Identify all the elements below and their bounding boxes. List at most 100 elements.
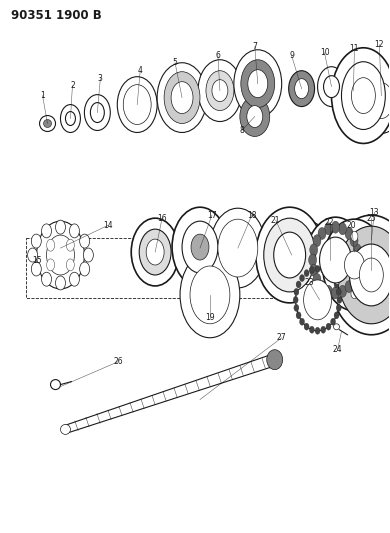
- Ellipse shape: [324, 285, 332, 297]
- Ellipse shape: [264, 218, 316, 292]
- Ellipse shape: [369, 83, 390, 118]
- Ellipse shape: [332, 48, 390, 143]
- Ellipse shape: [300, 274, 305, 281]
- Text: 90351 1900 B: 90351 1900 B: [11, 9, 101, 22]
- Ellipse shape: [321, 266, 326, 273]
- Text: 16: 16: [157, 214, 167, 223]
- Ellipse shape: [190, 266, 230, 324]
- Ellipse shape: [180, 252, 240, 338]
- Text: 6: 6: [216, 51, 220, 60]
- Ellipse shape: [334, 246, 340, 256]
- Ellipse shape: [304, 270, 309, 277]
- Ellipse shape: [296, 281, 301, 288]
- Ellipse shape: [267, 350, 283, 369]
- Ellipse shape: [334, 312, 339, 319]
- Ellipse shape: [31, 262, 41, 276]
- Ellipse shape: [296, 312, 301, 319]
- Ellipse shape: [360, 258, 383, 292]
- Ellipse shape: [294, 304, 299, 311]
- Ellipse shape: [317, 67, 346, 107]
- Ellipse shape: [66, 239, 74, 251]
- Ellipse shape: [310, 264, 318, 276]
- Ellipse shape: [323, 219, 386, 311]
- Ellipse shape: [46, 235, 74, 275]
- Ellipse shape: [326, 323, 331, 330]
- Ellipse shape: [313, 273, 321, 285]
- Ellipse shape: [313, 235, 321, 247]
- Ellipse shape: [164, 72, 200, 124]
- Text: 13: 13: [370, 208, 379, 217]
- Ellipse shape: [337, 226, 390, 324]
- Ellipse shape: [69, 272, 80, 286]
- Ellipse shape: [342, 62, 385, 130]
- Ellipse shape: [247, 106, 263, 127]
- Ellipse shape: [182, 221, 218, 273]
- Ellipse shape: [321, 326, 326, 333]
- Ellipse shape: [80, 234, 90, 248]
- Ellipse shape: [123, 85, 151, 125]
- Ellipse shape: [304, 323, 309, 330]
- Ellipse shape: [131, 218, 179, 286]
- Ellipse shape: [345, 228, 353, 239]
- Ellipse shape: [310, 244, 318, 256]
- Polygon shape: [64, 354, 277, 433]
- Ellipse shape: [55, 220, 66, 234]
- Ellipse shape: [212, 79, 228, 102]
- Ellipse shape: [47, 259, 55, 271]
- Ellipse shape: [339, 223, 347, 235]
- Ellipse shape: [60, 104, 80, 133]
- Ellipse shape: [80, 262, 90, 276]
- Ellipse shape: [146, 239, 164, 265]
- Ellipse shape: [66, 111, 75, 125]
- Ellipse shape: [351, 231, 358, 241]
- Ellipse shape: [350, 273, 358, 285]
- Ellipse shape: [336, 288, 341, 295]
- Ellipse shape: [274, 232, 306, 278]
- Text: 24: 24: [333, 345, 342, 354]
- Ellipse shape: [47, 239, 55, 251]
- Text: 5: 5: [173, 58, 177, 67]
- Ellipse shape: [210, 208, 266, 288]
- Ellipse shape: [318, 280, 326, 293]
- Ellipse shape: [83, 248, 93, 262]
- Ellipse shape: [241, 60, 275, 108]
- Text: 14: 14: [103, 221, 113, 230]
- Ellipse shape: [294, 79, 308, 99]
- Ellipse shape: [28, 248, 37, 262]
- Ellipse shape: [331, 318, 335, 325]
- Ellipse shape: [336, 304, 341, 311]
- Ellipse shape: [157, 63, 207, 133]
- Text: 18: 18: [247, 211, 257, 220]
- Ellipse shape: [218, 219, 258, 277]
- Text: 1: 1: [40, 91, 45, 100]
- Text: 23: 23: [305, 278, 314, 287]
- Text: 7: 7: [252, 42, 257, 51]
- Ellipse shape: [315, 265, 320, 272]
- Text: 15: 15: [32, 255, 41, 264]
- Ellipse shape: [248, 70, 268, 98]
- Ellipse shape: [172, 207, 228, 287]
- Ellipse shape: [330, 215, 390, 335]
- Text: 9: 9: [289, 51, 294, 60]
- Ellipse shape: [300, 318, 305, 325]
- Ellipse shape: [90, 102, 104, 123]
- Ellipse shape: [308, 254, 317, 266]
- Ellipse shape: [66, 259, 74, 271]
- Ellipse shape: [345, 280, 353, 293]
- Ellipse shape: [309, 326, 314, 333]
- Ellipse shape: [349, 244, 390, 306]
- Ellipse shape: [284, 221, 332, 289]
- Ellipse shape: [206, 71, 234, 110]
- Ellipse shape: [350, 235, 358, 247]
- Ellipse shape: [51, 379, 60, 390]
- Ellipse shape: [42, 272, 51, 286]
- Ellipse shape: [355, 254, 362, 266]
- Text: 27: 27: [277, 333, 287, 342]
- Ellipse shape: [326, 270, 331, 277]
- Text: 22: 22: [325, 217, 334, 227]
- Text: 8: 8: [239, 126, 244, 135]
- Text: 25: 25: [367, 214, 376, 223]
- Ellipse shape: [368, 246, 375, 256]
- Ellipse shape: [324, 223, 332, 235]
- Text: 3: 3: [98, 74, 103, 83]
